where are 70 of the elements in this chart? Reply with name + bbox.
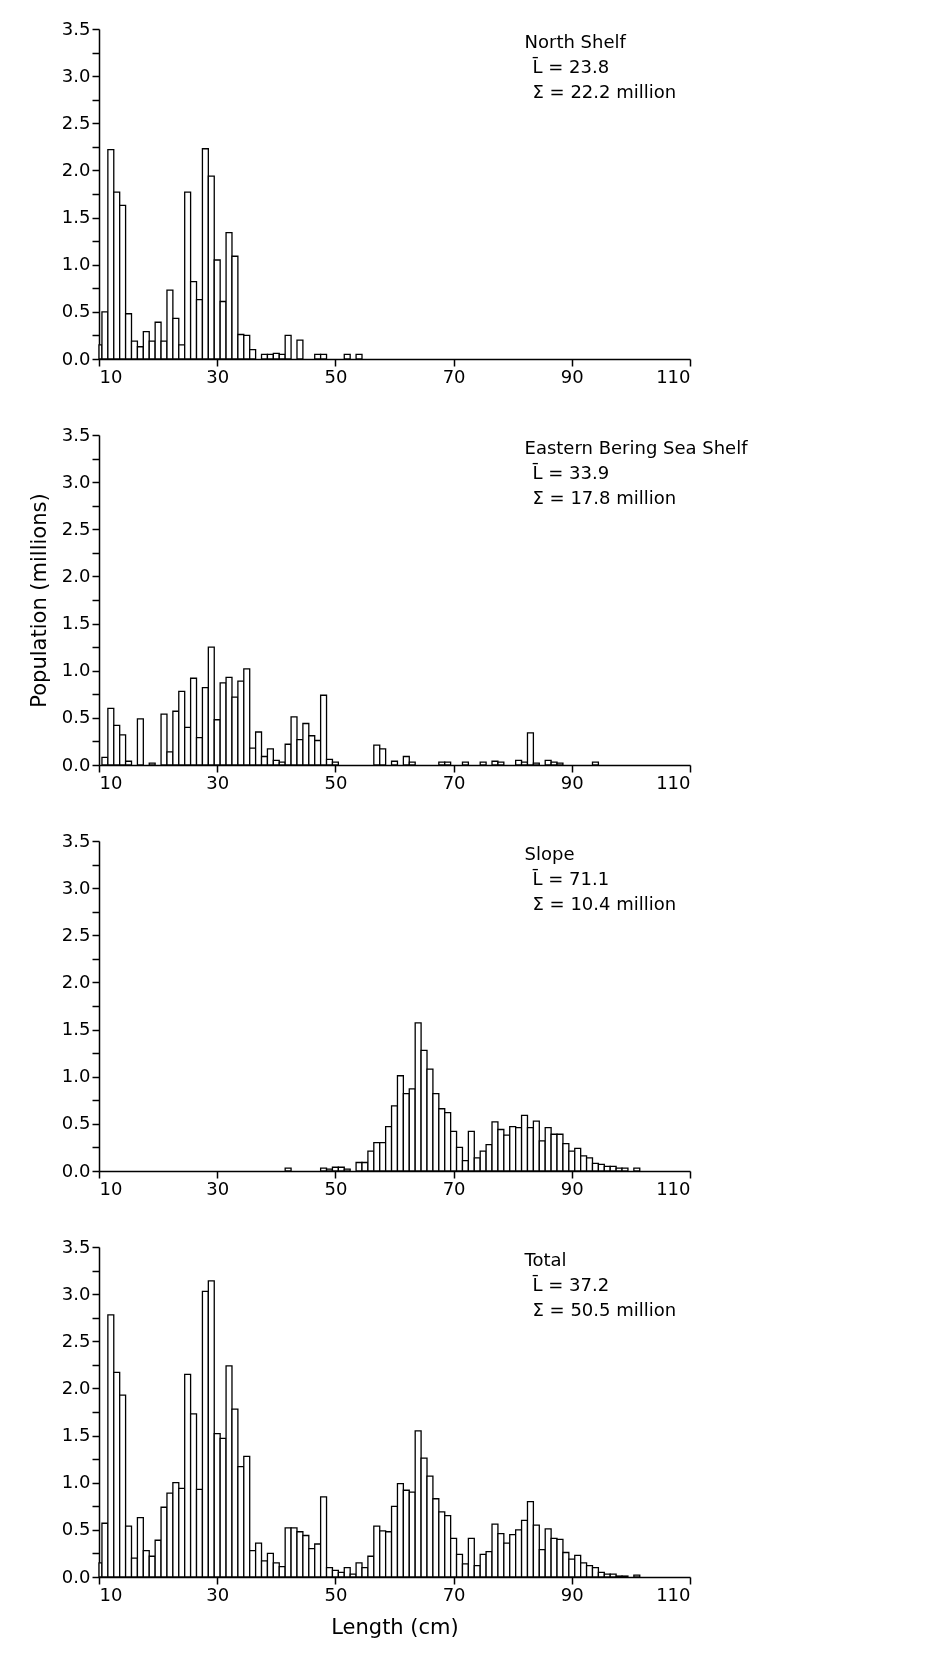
x-tick-label: 30: [206, 1583, 230, 1605]
x-tick-label: 30: [206, 365, 230, 387]
annotation: Σ = 17.8 million: [532, 487, 677, 508]
y-tick-label: 0.0: [61, 347, 91, 369]
x-tick-label: 50: [324, 365, 348, 387]
x-tick-label: 10: [99, 365, 123, 387]
y-tick-label: 2.0: [61, 1376, 91, 1398]
y-tick-label: 3.0: [61, 64, 91, 86]
y-tick-label: 1.5: [61, 206, 91, 228]
x-tick-label: 90: [560, 1177, 584, 1199]
x-tick-label: 10: [99, 1583, 123, 1605]
x-tick-label: 50: [324, 1583, 348, 1605]
x-tick-label: 50: [324, 1177, 348, 1199]
annotation: Σ = 50.5 million: [532, 1299, 677, 1320]
annotation: L̄ = 23.8: [531, 55, 610, 77]
y-tick-label: 2.0: [61, 564, 91, 586]
y-tick-label: 3.5: [61, 829, 91, 851]
y-tick-label: 2.5: [61, 923, 91, 945]
annotation: L̄ = 71.1: [531, 867, 610, 889]
y-tick-label: 0.0: [61, 1159, 91, 1181]
annotation: Eastern Bering Sea Shelf: [524, 437, 749, 458]
y-tick-label: 0.5: [61, 1112, 91, 1134]
y-tick-label: 2.5: [61, 111, 91, 133]
x-tick-label: 70: [442, 1583, 466, 1605]
y-tick-label: 3.0: [61, 1282, 91, 1304]
y-tick-label: 2.5: [61, 1329, 91, 1351]
x-tick-label: 50: [324, 771, 348, 793]
annotation: North Shelf: [524, 31, 627, 52]
y-tick-label: 1.0: [61, 1065, 91, 1087]
y-tick-label: 1.5: [61, 1424, 91, 1446]
y-tick-label: 3.5: [61, 423, 91, 445]
x-axis-title: Length (cm): [331, 1614, 459, 1639]
annotation: Σ = 10.4 million: [532, 893, 677, 914]
y-tick-label: 0.5: [61, 1518, 91, 1540]
x-tick-label: 10: [99, 1177, 123, 1199]
y-tick-label: 1.0: [61, 253, 91, 275]
annotation: Slope: [524, 843, 575, 864]
x-tick-label: 70: [442, 1177, 466, 1199]
y-tick-label: 0.0: [61, 1565, 91, 1587]
x-tick-label: 10: [99, 771, 123, 793]
x-tick-label: 110: [656, 771, 691, 793]
x-tick-label: 110: [656, 365, 691, 387]
y-tick-label: 2.0: [61, 158, 91, 180]
y-tick-label: 1.5: [61, 1018, 91, 1040]
annotation: Total: [523, 1249, 567, 1270]
y-tick-label: 3.0: [61, 470, 91, 492]
y-tick-label: 0.5: [61, 706, 91, 728]
x-tick-label: 30: [206, 1177, 230, 1199]
x-tick-label: 70: [442, 771, 466, 793]
y-axis-title: Population (millions): [26, 493, 51, 708]
x-tick-label: 110: [656, 1177, 691, 1199]
y-tick-label: 2.5: [61, 517, 91, 539]
annotation: L̄ = 37.2: [531, 1273, 610, 1295]
annotation: Σ = 22.2 million: [532, 81, 677, 102]
y-tick-label: 3.5: [61, 17, 91, 39]
x-tick-label: 30: [206, 771, 230, 793]
y-tick-label: 0.0: [61, 753, 91, 775]
y-tick-label: 1.0: [61, 659, 91, 681]
x-tick-label: 70: [442, 365, 466, 387]
y-tick-label: 1.0: [61, 1471, 91, 1493]
y-tick-label: 1.5: [61, 612, 91, 634]
x-tick-label: 90: [560, 771, 584, 793]
y-tick-label: 3.5: [61, 1235, 91, 1257]
y-tick-label: 2.0: [61, 970, 91, 992]
y-tick-label: 0.5: [61, 300, 91, 322]
x-tick-label: 90: [560, 365, 584, 387]
x-tick-label: 110: [656, 1583, 691, 1605]
annotation: L̄ = 33.9: [531, 461, 610, 483]
y-tick-label: 3.0: [61, 876, 91, 898]
x-tick-label: 90: [560, 1583, 584, 1605]
